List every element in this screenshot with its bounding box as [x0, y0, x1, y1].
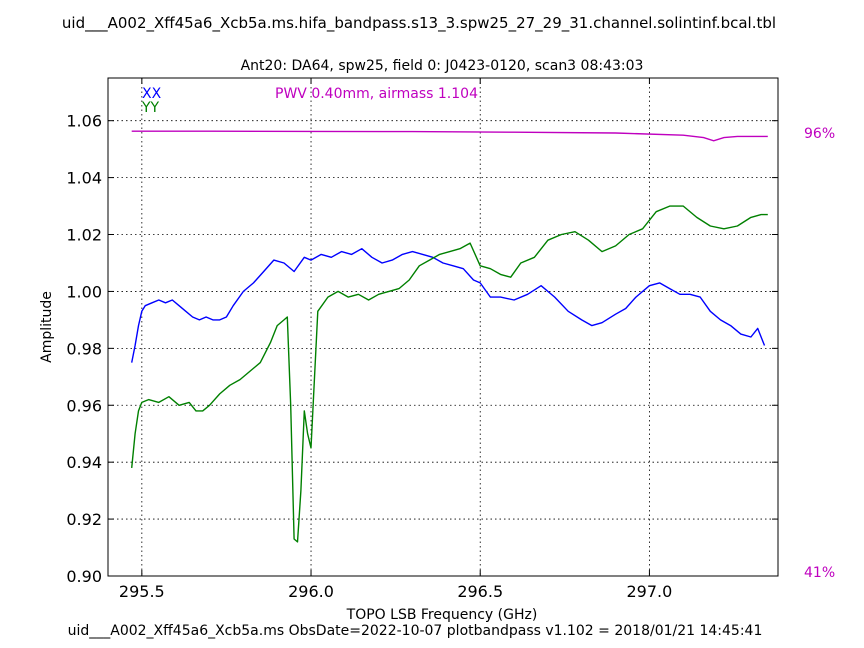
- axis-ticks: 295.5 296.0 296.5 297.0 0.90 0.92 0.94 0.96 0.98…: [66, 78, 778, 601]
- plot-frame: [107, 77, 779, 577]
- footer-text: uid___A002_Xff45a6_Xcb5a.ms ObsDate=2022…: [68, 623, 763, 639]
- right-axis-label-top: 96%: [804, 126, 835, 142]
- x-tick-label: 297.0: [627, 582, 673, 601]
- y-tick-label: 0.96: [66, 396, 102, 415]
- x-tick-label: 296.5: [457, 582, 503, 601]
- x-tick-label: 295.5: [119, 582, 165, 601]
- pwv-annotation: PWV 0.40mm, airmass 1.104: [275, 86, 478, 102]
- y-tick-label: 1.02: [66, 226, 102, 245]
- y-tick-label: 0.92: [66, 510, 102, 529]
- series-lines: [131, 130, 768, 543]
- y-axis-label: Amplitude: [39, 291, 55, 363]
- transmission-line: [131, 130, 768, 142]
- y-tick-label: 0.98: [66, 339, 102, 358]
- legend-label-yy: YY: [141, 100, 160, 116]
- legend-label-xx: XX: [142, 86, 162, 102]
- x-axis-label: TOPO LSB Frequency (GHz): [346, 607, 538, 623]
- chart-title: uid___A002_Xff45a6_Xcb5a.ms.hifa_bandpas…: [62, 14, 776, 33]
- y-tick-label: 1.06: [66, 112, 102, 131]
- right-axis-label-bottom: 41%: [804, 565, 835, 581]
- y-tick-label: 0.94: [66, 453, 102, 472]
- y-tick-label: 1.00: [66, 282, 102, 301]
- series-line-yy: [131, 205, 768, 543]
- chart-subtitle: Ant20: DA64, spw25, field 0: J0423-0120,…: [241, 58, 644, 74]
- series-line-xx: [131, 247, 766, 363]
- x-tick-label: 296.0: [288, 582, 334, 601]
- y-tick-label: 0.90: [66, 567, 102, 586]
- grid-lines: [108, 78, 778, 577]
- y-tick-label: 1.04: [66, 169, 102, 188]
